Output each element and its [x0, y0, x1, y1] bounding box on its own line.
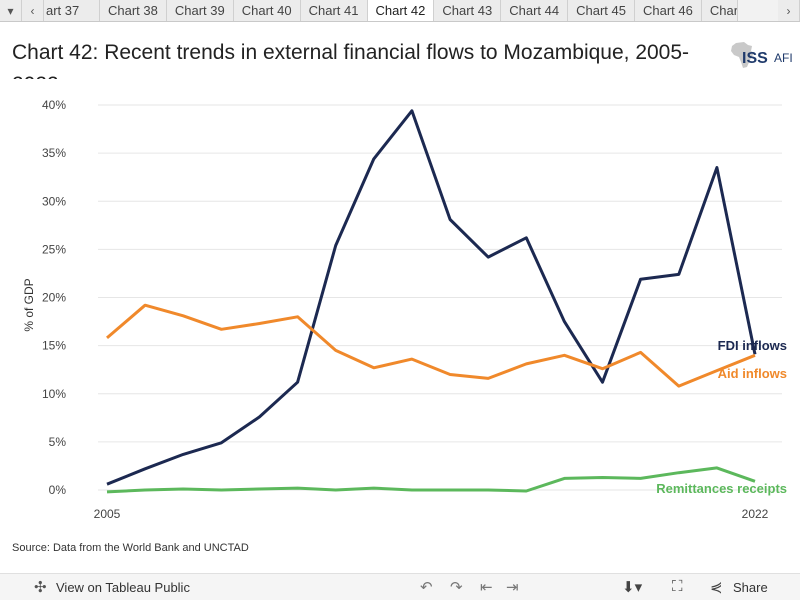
menu-caret-icon[interactable]: ▾ [0, 0, 22, 21]
tab-chart-47[interactable]: Char [701, 0, 738, 21]
pause-icon[interactable]: ⇥ [506, 579, 519, 596]
series-labels: FDI inflows Aid inflows Remittances receip… [656, 338, 787, 496]
share-button[interactable]: Share [733, 580, 768, 595]
iss-afi-logo: ISS AFI [728, 40, 793, 74]
y-tick-label: 15% [42, 339, 66, 353]
tab-scroll-right-icon[interactable]: › [778, 0, 800, 21]
y-tick-label: 40% [42, 98, 66, 112]
series-label-remittances-receipts: Remittances receipts [656, 481, 787, 496]
tab-chart-37[interactable]: art 37 [44, 0, 100, 21]
series-label-aid-inflows: Aid inflows [718, 366, 787, 381]
tab-chart-39[interactable]: Chart 39 [166, 0, 234, 21]
tab-chart-45[interactable]: Chart 45 [568, 0, 635, 21]
series-line-aid-inflows[interactable] [106, 303, 756, 388]
gridlines [98, 104, 782, 491]
tab-chart-41[interactable]: Chart 41 [300, 0, 368, 21]
source-note: Source: Data from the World Bank and UNC… [12, 542, 249, 554]
share-icon[interactable]: ⋞ [710, 579, 723, 596]
tab-chart-44[interactable]: Chart 44 [501, 0, 569, 21]
y-tick-label: 35% [42, 146, 66, 160]
tab-chart-38[interactable]: Chart 38 [100, 0, 167, 21]
revert-icon[interactable]: ⇤ [480, 579, 493, 596]
tab-scroll-left-icon[interactable]: ‹ [22, 0, 44, 21]
y-tick-label: 20% [42, 291, 66, 305]
africa-map-icon [731, 42, 754, 68]
y-tick-label: 30% [42, 194, 66, 208]
series-label-fdi-inflows: FDI inflows [718, 338, 787, 353]
y-tick-label: 25% [42, 242, 66, 256]
tab-chart-46[interactable]: Chart 46 [635, 0, 702, 21]
tab-chart-40[interactable]: Chart 40 [233, 0, 301, 21]
y-tick-label: 5% [49, 435, 67, 449]
chart-title: Chart 42: Recent trends in external fina… [12, 41, 690, 79]
undo-icon[interactable]: ↶ [420, 579, 433, 596]
x-tick-label: 2005 [94, 507, 121, 521]
series-line-remittances-receipts[interactable] [106, 466, 756, 494]
sheet-tab-bar: ▾ ‹ art 37 Chart 38 Chart 39 Chart 40 Ch… [0, 0, 800, 22]
logo-afi-text: AFI [774, 51, 793, 65]
y-tick-label: 0% [49, 483, 67, 497]
x-axis-ticks: 2005 2022 [94, 507, 769, 521]
series-line-fdi-inflows[interactable] [106, 109, 757, 486]
fullscreen-icon[interactable]: ⛶ [672, 578, 683, 595]
y-axis-title: % of GDP [22, 278, 36, 331]
x-tick-label: 2022 [742, 507, 769, 521]
logo-iss-text: ISS [742, 50, 768, 67]
tab-chart-42[interactable]: Chart 42 [367, 0, 435, 21]
tableau-logo-icon: ✣ [34, 579, 47, 596]
redo-icon[interactable]: ↷ [450, 579, 463, 596]
view-on-tableau-link[interactable]: View on Tableau Public [56, 580, 190, 595]
y-tick-label: 10% [42, 387, 66, 401]
tab-list: art 37 Chart 38 Chart 39 Chart 40 Chart … [44, 0, 778, 21]
tableau-toolbar: ✣ View on Tableau Public ↶ ↷ ⇤ ⇥ ⬇▾ ⛶ ⋞ … [0, 573, 800, 600]
series-lines [106, 109, 757, 494]
line-chart: 0% 5% 10% 15% 20% 25% 30% 35% 40% 2005 2022 FDI i… [22, 98, 787, 521]
y-axis-ticks: 0% 5% 10% 15% 20% 25% 30% 35% 40% [42, 98, 66, 497]
tab-chart-43[interactable]: Chart 43 [434, 0, 502, 21]
download-icon[interactable]: ⬇▾ [622, 579, 643, 596]
